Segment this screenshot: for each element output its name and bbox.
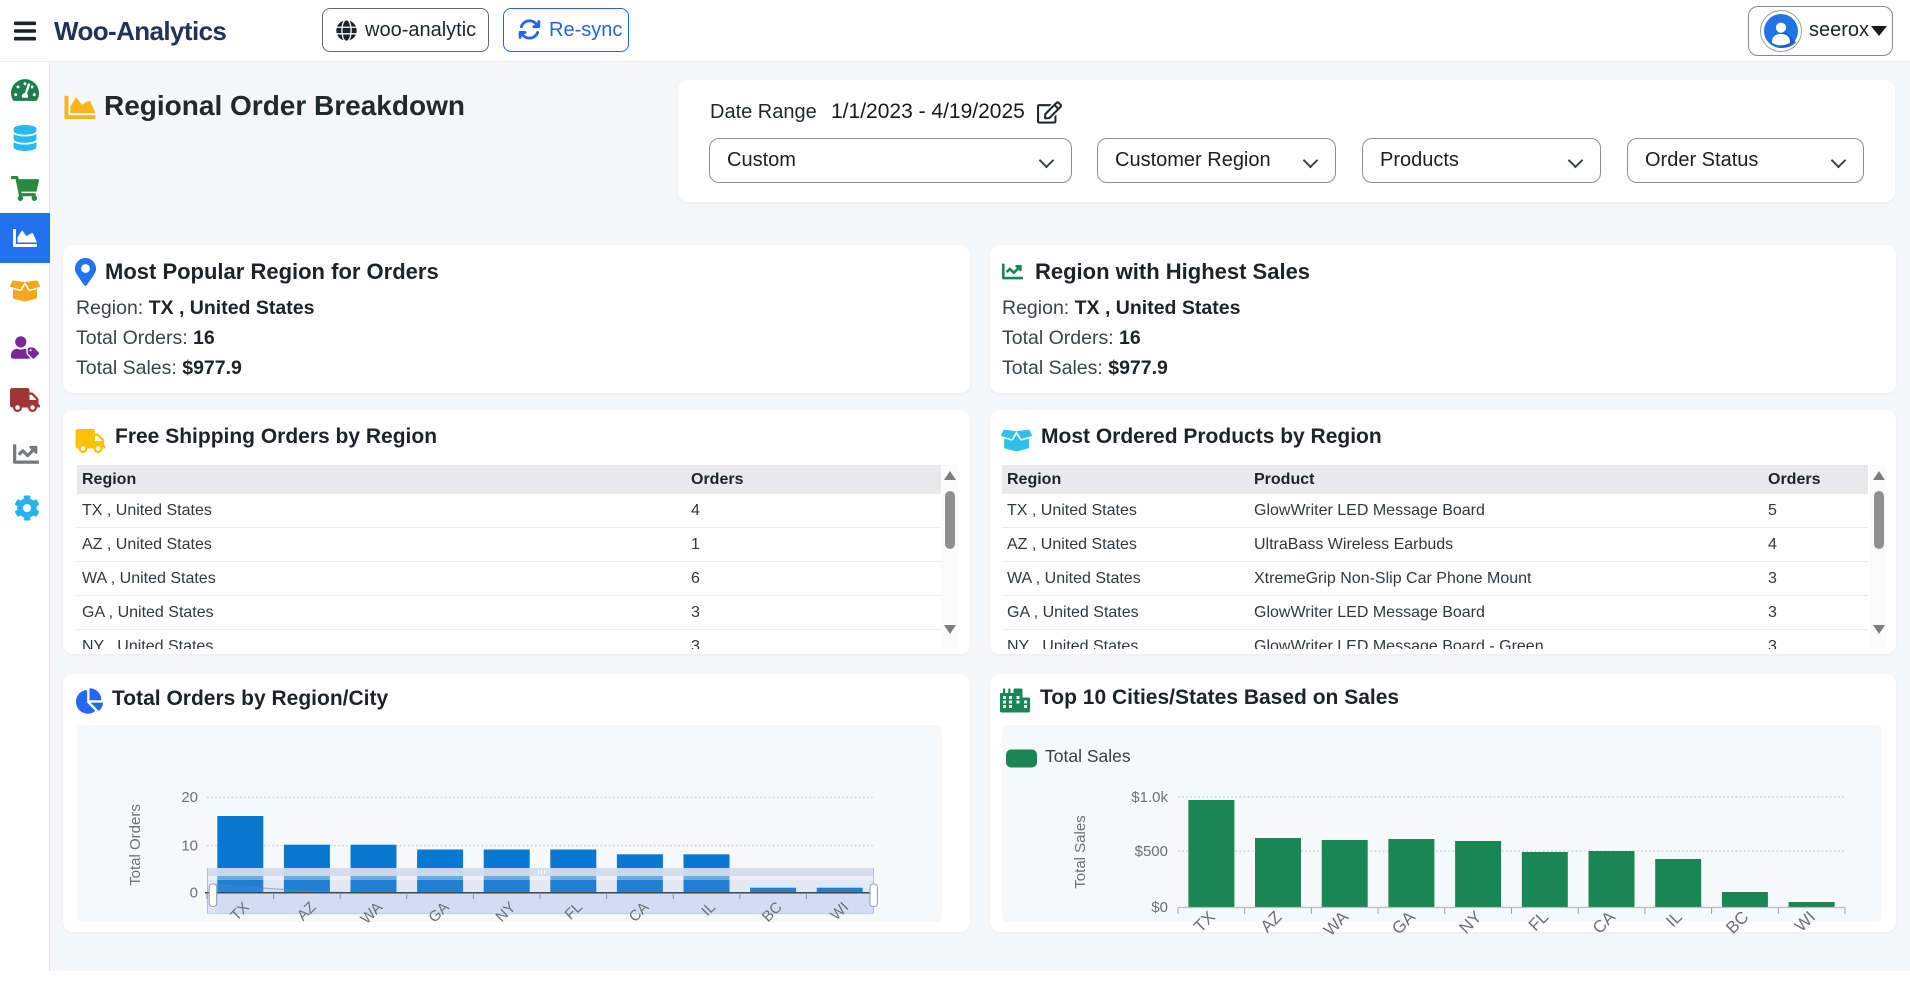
svg-text:Total Sales: Total Sales bbox=[1045, 746, 1131, 766]
svg-text:$1.0k: $1.0k bbox=[1131, 789, 1168, 806]
svg-text:10: 10 bbox=[181, 838, 198, 855]
svg-text:Total Orders: Total Orders bbox=[127, 804, 144, 886]
svg-text:$0: $0 bbox=[1151, 899, 1168, 916]
svg-text:$500: $500 bbox=[1135, 843, 1168, 860]
svg-text:20: 20 bbox=[181, 789, 198, 806]
svg-text:0: 0 bbox=[190, 885, 198, 902]
svg-text:Total Sales: Total Sales bbox=[1072, 815, 1089, 888]
